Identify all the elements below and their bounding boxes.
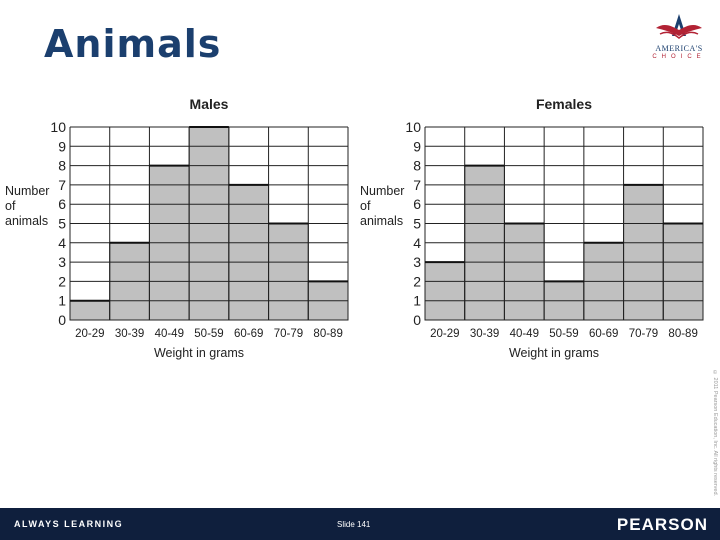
x-tick-label: 20-29	[430, 328, 459, 340]
footer-tagline: ALWAYS LEARNING	[14, 519, 124, 529]
chart-title: Males	[190, 96, 229, 112]
x-tick-label: 20-29	[75, 328, 104, 340]
x-tick-label: 30-39	[470, 328, 499, 340]
y-tick-label: 4	[58, 235, 66, 251]
males-histogram: Males 0 1 2 3 4 5 6 7 8 9 10 20-29 30-39 40-49 50-59 60-…	[5, 96, 349, 360]
x-tick-label: 80-89	[313, 328, 342, 340]
females-histogram: Females 0 1 2 3 4 5 6 7 8 9 10 20-29 30-39 40-49 50-59 6…	[360, 96, 704, 360]
y-axis-label: Number	[360, 184, 404, 198]
y-tick-label: 2	[413, 273, 421, 289]
bar-70-79	[268, 223, 309, 321]
pearson-logo: PEARSON	[616, 515, 708, 534]
bar-70-79	[623, 184, 664, 321]
slide-number: Slide 141	[337, 520, 371, 529]
y-axis-label: animals	[360, 214, 403, 228]
x-tick-label: 30-39	[115, 328, 144, 340]
y-tick-label: 9	[413, 138, 421, 154]
y-tick-label: 4	[413, 235, 421, 251]
y-tick-label: 10	[50, 119, 66, 135]
x-tick-label: 80-89	[668, 328, 697, 340]
x-tick-label: 50-59	[194, 328, 223, 340]
logo-sub: CHOICE	[652, 54, 706, 60]
x-tick-label: 60-69	[234, 328, 263, 340]
copyright-note: © 2011 Pearson Education, Inc. All right…	[712, 370, 718, 497]
bar-80-89	[662, 223, 704, 321]
x-axis-label: Weight in grams	[154, 346, 244, 360]
x-tick-label: 50-59	[549, 328, 578, 340]
y-axis-label: of	[360, 199, 371, 213]
bar-60-69	[228, 184, 270, 321]
slide-title: Animals	[44, 22, 222, 66]
bar-40-49	[503, 223, 545, 321]
y-tick-label: 7	[413, 177, 421, 193]
americas-choice-logo: AMERICA'S CHOICE	[648, 12, 710, 68]
y-tick-label: 8	[58, 158, 66, 174]
logo-word: AMERICA'S	[655, 44, 703, 53]
y-tick-label: 8	[413, 158, 421, 174]
x-tick-label: 40-49	[510, 328, 539, 340]
y-tick-label: 9	[58, 138, 66, 154]
y-tick-label: 1	[413, 293, 421, 309]
chart-title: Females	[536, 96, 592, 112]
y-tick-label: 5	[58, 216, 66, 232]
x-tick-label: 40-49	[155, 328, 184, 340]
y-tick-label: 1	[58, 293, 66, 309]
y-tick-label: 7	[58, 177, 66, 193]
y-tick-label: 0	[58, 312, 66, 328]
y-tick-label: 3	[413, 254, 421, 270]
y-axis-label: Number	[5, 184, 49, 198]
bar-20-29	[424, 261, 466, 321]
y-tick-label: 10	[405, 119, 421, 135]
y-tick-label: 3	[58, 254, 66, 270]
y-axis-label: of	[5, 199, 16, 213]
y-axis-label: animals	[5, 214, 48, 228]
footer-bar: ALWAYS LEARNING Slide 141 PEARSON	[0, 508, 720, 540]
x-tick-label: 60-69	[589, 328, 618, 340]
bar-20-29	[69, 300, 111, 321]
x-tick-label: 70-79	[274, 328, 303, 340]
x-tick-label: 70-79	[629, 328, 658, 340]
y-tick-label: 2	[58, 273, 66, 289]
x-axis-label: Weight in grams	[509, 346, 599, 360]
y-tick-label: 0	[413, 312, 421, 328]
y-tick-label: 6	[58, 196, 66, 212]
y-tick-label: 6	[413, 196, 421, 212]
y-tick-label: 5	[413, 216, 421, 232]
eagle-icon	[656, 14, 702, 39]
